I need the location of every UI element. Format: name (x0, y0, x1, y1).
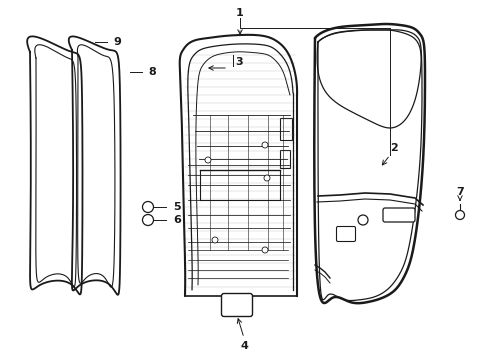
Text: 8: 8 (148, 67, 156, 77)
Circle shape (205, 157, 211, 163)
Circle shape (358, 215, 368, 225)
Text: 3: 3 (235, 57, 243, 67)
Bar (280, 150, 290, 168)
Text: 5: 5 (173, 202, 181, 212)
Circle shape (456, 211, 465, 220)
Circle shape (143, 202, 153, 212)
Text: 6: 6 (173, 215, 181, 225)
Text: 2: 2 (390, 143, 398, 153)
Text: 9: 9 (113, 37, 121, 47)
FancyBboxPatch shape (337, 226, 356, 242)
Circle shape (262, 247, 268, 253)
Text: 1: 1 (236, 8, 244, 18)
Circle shape (264, 175, 270, 181)
Text: 7: 7 (456, 187, 464, 197)
Circle shape (143, 215, 153, 225)
Circle shape (262, 142, 268, 148)
FancyBboxPatch shape (221, 293, 252, 316)
Circle shape (212, 237, 218, 243)
FancyBboxPatch shape (383, 208, 415, 222)
Text: 4: 4 (240, 341, 248, 351)
Bar (280, 118, 292, 140)
